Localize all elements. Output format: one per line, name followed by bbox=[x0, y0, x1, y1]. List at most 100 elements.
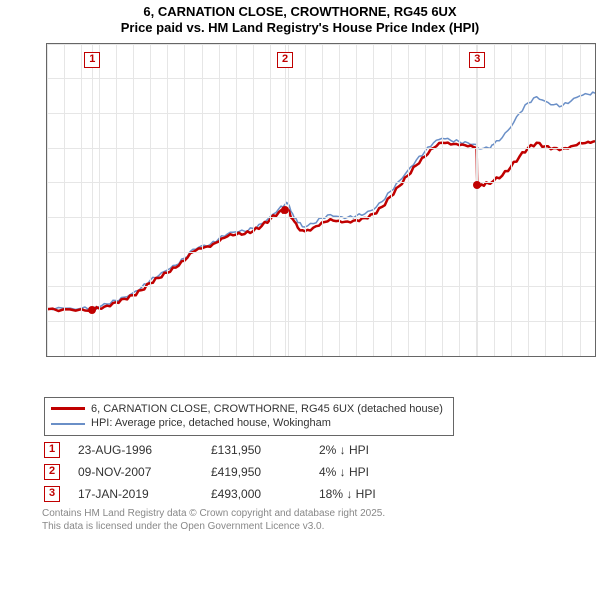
x-axis-label: 2011 bbox=[343, 356, 359, 357]
gridline-v bbox=[167, 44, 168, 356]
x-axis-label: 2004 bbox=[223, 356, 239, 357]
chart-area: £0£100K£200K£300K£400K£500K£600K£700K£80… bbox=[8, 43, 592, 395]
gridline-v bbox=[339, 44, 340, 356]
x-axis-label: 1998 bbox=[120, 356, 136, 357]
title-line-1: 6, CARNATION CLOSE, CROWTHORNE, RG45 6UX bbox=[0, 4, 600, 20]
legend-item: 6, CARNATION CLOSE, CROWTHORNE, RG45 6UX… bbox=[51, 402, 443, 417]
sale-price: £131,950 bbox=[211, 443, 301, 457]
x-axis-label: 2010 bbox=[326, 356, 342, 357]
x-axis-label: 2023 bbox=[549, 356, 565, 357]
x-axis-label: 2022 bbox=[532, 356, 548, 357]
gridline-v bbox=[442, 44, 443, 356]
x-axis-label: 1996 bbox=[85, 356, 101, 357]
sale-row-marker: 1 bbox=[44, 442, 60, 458]
sale-dot bbox=[281, 206, 289, 214]
sale-price: £419,950 bbox=[211, 465, 301, 479]
gridline-v bbox=[116, 44, 117, 356]
x-axis-label: 1994 bbox=[51, 356, 67, 357]
gridline-v bbox=[580, 44, 581, 356]
sale-row: 2 09-NOV-2007 £419,950 4% ↓ HPI bbox=[44, 464, 600, 480]
gridline-v bbox=[528, 44, 529, 356]
gridline-v bbox=[184, 44, 185, 356]
x-axis-label: 2021 bbox=[515, 356, 531, 357]
x-axis-label: 2024 bbox=[566, 356, 582, 357]
x-axis-label: 2014 bbox=[395, 356, 411, 357]
sale-date: 23-AUG-1996 bbox=[78, 443, 193, 457]
footer-attribution: Contains HM Land Registry data © Crown c… bbox=[42, 508, 600, 533]
legend-swatch bbox=[51, 407, 85, 410]
sale-hpi-diff: 2% ↓ HPI bbox=[319, 443, 369, 457]
footer-line-1: Contains HM Land Registry data © Crown c… bbox=[42, 508, 600, 521]
gridline-v bbox=[511, 44, 512, 356]
sale-row: 1 23-AUG-1996 £131,950 2% ↓ HPI bbox=[44, 442, 600, 458]
x-axis-label: 2006 bbox=[257, 356, 273, 357]
gridline-v bbox=[270, 44, 271, 356]
gridline-v bbox=[99, 44, 100, 356]
title-line-2: Price paid vs. HM Land Registry's House … bbox=[0, 20, 600, 36]
x-axis-label: 2018 bbox=[463, 356, 479, 357]
x-axis-label: 2013 bbox=[377, 356, 393, 357]
sale-row: 3 17-JAN-2019 £493,000 18% ↓ HPI bbox=[44, 486, 600, 502]
legend: 6, CARNATION CLOSE, CROWTHORNE, RG45 6UX… bbox=[44, 397, 454, 437]
x-axis-label: 2001 bbox=[171, 356, 187, 357]
marker-guide bbox=[285, 44, 286, 356]
sale-price: £493,000 bbox=[211, 487, 301, 501]
chart-title: 6, CARNATION CLOSE, CROWTHORNE, RG45 6UX… bbox=[0, 0, 600, 37]
gridline-v bbox=[81, 44, 82, 356]
x-axis-label: 2020 bbox=[498, 356, 514, 357]
x-axis-label: 2015 bbox=[412, 356, 428, 357]
legend-label: 6, CARNATION CLOSE, CROWTHORNE, RG45 6UX… bbox=[91, 402, 443, 417]
sale-row-marker: 2 bbox=[44, 464, 60, 480]
gridline-v bbox=[562, 44, 563, 356]
x-axis-label: 1997 bbox=[103, 356, 119, 357]
gridline-v bbox=[236, 44, 237, 356]
sale-marker: 2 bbox=[277, 52, 293, 68]
x-axis-label: 2005 bbox=[240, 356, 256, 357]
gridline-v bbox=[425, 44, 426, 356]
gridline-v bbox=[545, 44, 546, 356]
legend-item: HPI: Average price, detached house, Woki… bbox=[51, 416, 443, 431]
gridline-v bbox=[408, 44, 409, 356]
gridline-h bbox=[47, 356, 595, 357]
sale-row-marker: 3 bbox=[44, 486, 60, 502]
x-axis-label: 2008 bbox=[292, 356, 308, 357]
gridline-v bbox=[305, 44, 306, 356]
legend-label: HPI: Average price, detached house, Woki… bbox=[91, 416, 331, 431]
x-axis-label: 1999 bbox=[137, 356, 153, 357]
gridline-v bbox=[288, 44, 289, 356]
gridline-v bbox=[391, 44, 392, 356]
sale-hpi-diff: 18% ↓ HPI bbox=[319, 487, 376, 501]
x-axis-label: 2009 bbox=[309, 356, 325, 357]
gridline-v bbox=[202, 44, 203, 356]
sale-date: 17-JAN-2019 bbox=[78, 487, 193, 501]
gridline-v bbox=[150, 44, 151, 356]
x-axis-label: 2025 bbox=[584, 356, 596, 357]
sale-date: 09-NOV-2007 bbox=[78, 465, 193, 479]
x-axis-label: 2002 bbox=[188, 356, 204, 357]
sale-hpi-diff: 4% ↓ HPI bbox=[319, 465, 369, 479]
x-axis-label: 1995 bbox=[68, 356, 84, 357]
gridline-v bbox=[253, 44, 254, 356]
sales-table: 1 23-AUG-1996 £131,950 2% ↓ HPI 2 09-NOV-2007… bbox=[44, 442, 600, 502]
plot-region: £0£100K£200K£300K£400K£500K£600K£700K£80… bbox=[46, 43, 596, 357]
legend-swatch bbox=[51, 423, 85, 425]
x-axis-label: 2017 bbox=[446, 356, 462, 357]
gridline-v bbox=[47, 44, 48, 356]
gridline-v bbox=[356, 44, 357, 356]
x-axis-label: 2003 bbox=[206, 356, 222, 357]
x-axis-label: 2000 bbox=[154, 356, 170, 357]
marker-guide bbox=[477, 44, 478, 356]
gridline-v bbox=[459, 44, 460, 356]
x-axis-label: 2007 bbox=[274, 356, 290, 357]
x-axis-label: 2016 bbox=[429, 356, 445, 357]
gridline-v bbox=[64, 44, 65, 356]
sale-marker: 1 bbox=[84, 52, 100, 68]
gridline-v bbox=[219, 44, 220, 356]
x-axis-label: 2019 bbox=[480, 356, 496, 357]
sale-dot bbox=[473, 181, 481, 189]
gridline-v bbox=[494, 44, 495, 356]
sale-marker: 3 bbox=[469, 52, 485, 68]
gridline-v bbox=[373, 44, 374, 356]
sale-dot bbox=[88, 306, 96, 314]
gridline-v bbox=[133, 44, 134, 356]
